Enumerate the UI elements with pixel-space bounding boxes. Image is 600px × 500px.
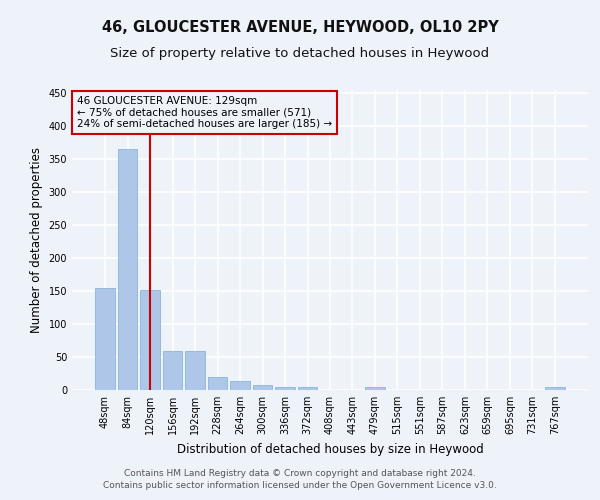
Bar bbox=[185, 351, 205, 390]
Bar bbox=[275, 388, 295, 390]
Bar bbox=[208, 377, 227, 390]
Y-axis label: Number of detached properties: Number of detached properties bbox=[30, 147, 43, 333]
Bar bbox=[230, 382, 250, 390]
Bar bbox=[118, 150, 137, 390]
Text: Size of property relative to detached houses in Heywood: Size of property relative to detached ho… bbox=[110, 48, 490, 60]
Bar bbox=[298, 388, 317, 390]
Bar bbox=[365, 386, 385, 390]
Bar bbox=[140, 290, 160, 390]
Text: 46 GLOUCESTER AVENUE: 129sqm
← 75% of detached houses are smaller (571)
24% of s: 46 GLOUCESTER AVENUE: 129sqm ← 75% of de… bbox=[77, 96, 332, 129]
Text: Contains HM Land Registry data © Crown copyright and database right 2024.
Contai: Contains HM Land Registry data © Crown c… bbox=[103, 468, 497, 490]
X-axis label: Distribution of detached houses by size in Heywood: Distribution of detached houses by size … bbox=[176, 442, 484, 456]
Bar bbox=[253, 386, 272, 390]
Bar bbox=[95, 288, 115, 390]
Bar bbox=[545, 388, 565, 390]
Bar bbox=[163, 351, 182, 390]
Text: 46, GLOUCESTER AVENUE, HEYWOOD, OL10 2PY: 46, GLOUCESTER AVENUE, HEYWOOD, OL10 2PY bbox=[101, 20, 499, 35]
